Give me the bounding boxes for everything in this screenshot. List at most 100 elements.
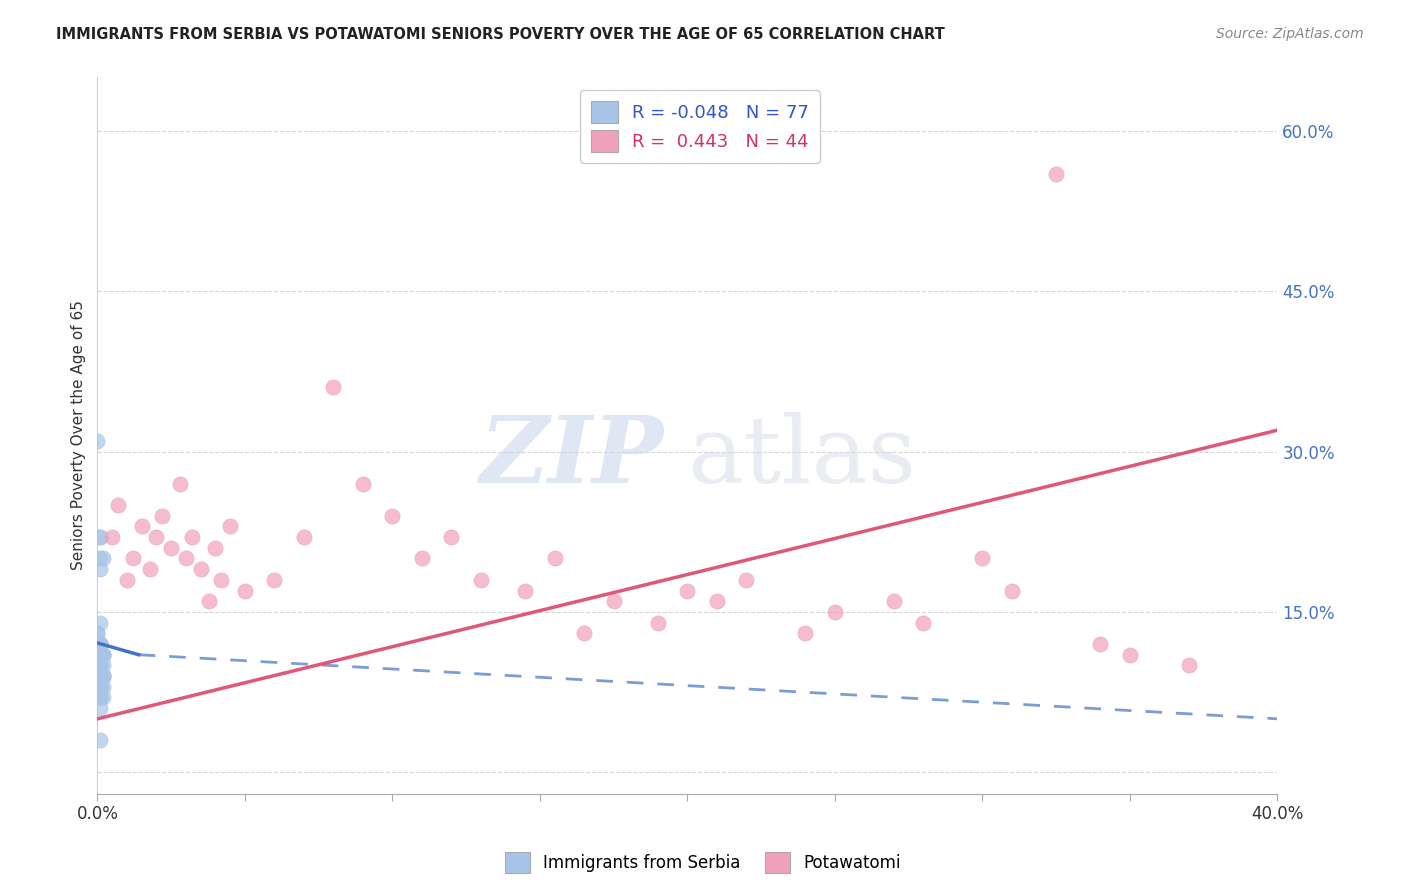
Point xyxy=(706,594,728,608)
Point xyxy=(89,680,111,694)
Point xyxy=(89,562,111,576)
Point xyxy=(86,669,108,683)
Point xyxy=(198,594,221,608)
Point xyxy=(91,669,114,683)
Point xyxy=(89,658,111,673)
Point xyxy=(89,680,111,694)
Point xyxy=(89,658,111,673)
Point xyxy=(89,669,111,683)
Point xyxy=(89,669,111,683)
Point xyxy=(145,530,167,544)
Point xyxy=(89,669,111,683)
Point xyxy=(89,648,111,662)
Point xyxy=(824,605,846,619)
Point xyxy=(86,680,108,694)
Point xyxy=(91,648,114,662)
Point xyxy=(89,658,111,673)
Point xyxy=(89,648,111,662)
Point xyxy=(912,615,935,630)
Point xyxy=(160,541,183,555)
Point xyxy=(204,541,226,555)
Point xyxy=(131,519,153,533)
Point xyxy=(89,530,111,544)
Point xyxy=(676,583,699,598)
Point xyxy=(89,690,111,705)
Point xyxy=(89,690,111,705)
Point xyxy=(150,508,173,523)
Point xyxy=(89,637,111,651)
Point xyxy=(89,658,111,673)
Point xyxy=(89,658,111,673)
Point xyxy=(89,680,111,694)
Point xyxy=(470,573,492,587)
Point xyxy=(89,733,111,747)
Point xyxy=(89,648,111,662)
Point xyxy=(972,551,994,566)
Point xyxy=(1090,637,1112,651)
Point xyxy=(89,690,111,705)
Point xyxy=(89,637,111,651)
Point xyxy=(89,680,111,694)
Text: IMMIGRANTS FROM SERBIA VS POTAWATOMI SENIORS POVERTY OVER THE AGE OF 65 CORRELAT: IMMIGRANTS FROM SERBIA VS POTAWATOMI SEN… xyxy=(56,27,945,42)
Point xyxy=(89,680,111,694)
Point xyxy=(89,669,111,683)
Point xyxy=(86,658,108,673)
Point xyxy=(115,573,138,587)
Point xyxy=(89,658,111,673)
Point xyxy=(647,615,669,630)
Point xyxy=(89,680,111,694)
Point xyxy=(89,615,111,630)
Point xyxy=(174,551,197,566)
Point xyxy=(91,690,114,705)
Point xyxy=(89,551,111,566)
Point xyxy=(89,648,111,662)
Point xyxy=(139,562,162,576)
Point xyxy=(89,680,111,694)
Point xyxy=(89,680,111,694)
Point xyxy=(1178,658,1201,673)
Point xyxy=(89,690,111,705)
Point xyxy=(89,669,111,683)
Point xyxy=(91,669,114,683)
Point xyxy=(107,498,129,512)
Point xyxy=(91,551,114,566)
Point xyxy=(91,669,114,683)
Point xyxy=(1045,167,1067,181)
Point xyxy=(89,637,111,651)
Point xyxy=(89,680,111,694)
Point xyxy=(91,658,114,673)
Point xyxy=(89,680,111,694)
Point xyxy=(89,669,111,683)
Point xyxy=(180,530,202,544)
Text: ZIP: ZIP xyxy=(479,412,664,502)
Point xyxy=(543,551,565,566)
Point xyxy=(89,658,111,673)
Point xyxy=(89,658,111,673)
Point xyxy=(86,626,108,640)
Point xyxy=(89,648,111,662)
Point xyxy=(411,551,433,566)
Legend: Immigrants from Serbia, Potawatomi: Immigrants from Serbia, Potawatomi xyxy=(498,846,908,880)
Point xyxy=(89,637,111,651)
Point xyxy=(190,562,212,576)
Point xyxy=(209,573,232,587)
Point xyxy=(89,680,111,694)
Point xyxy=(86,669,108,683)
Point xyxy=(292,530,315,544)
Point xyxy=(89,669,111,683)
Point xyxy=(89,701,111,715)
Point xyxy=(86,626,108,640)
Point xyxy=(89,690,111,705)
Point xyxy=(89,658,111,673)
Point xyxy=(89,669,111,683)
Point xyxy=(352,476,374,491)
Point xyxy=(86,648,108,662)
Point xyxy=(89,669,111,683)
Point xyxy=(101,530,124,544)
Point xyxy=(89,690,111,705)
Point xyxy=(572,626,595,640)
Point xyxy=(381,508,404,523)
Point xyxy=(91,648,114,662)
Y-axis label: Seniors Poverty Over the Age of 65: Seniors Poverty Over the Age of 65 xyxy=(72,301,86,571)
Point xyxy=(219,519,242,533)
